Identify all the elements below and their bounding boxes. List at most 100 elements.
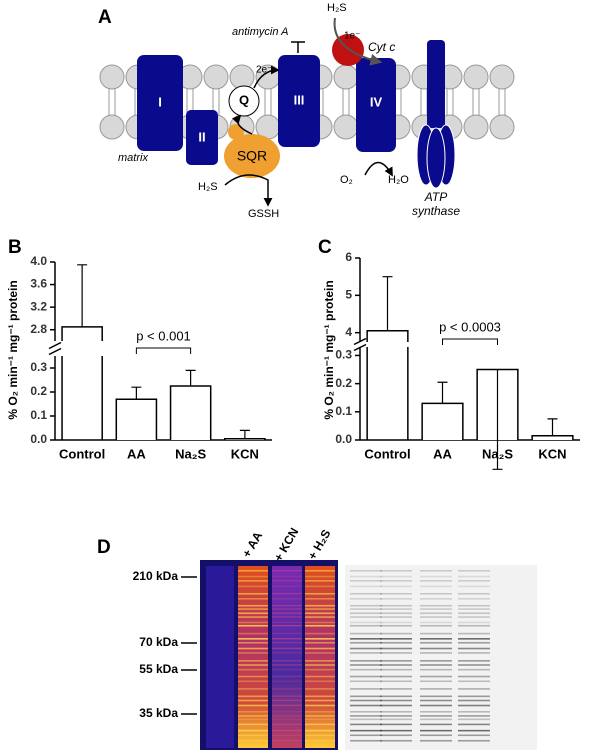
band <box>380 647 412 650</box>
band <box>238 598 268 600</box>
band <box>380 638 412 640</box>
band <box>458 612 490 615</box>
x-tick-label: KCN <box>538 446 566 461</box>
band <box>238 638 268 640</box>
band <box>238 616 268 618</box>
lipid-head <box>489 64 515 90</box>
band <box>238 660 268 662</box>
band <box>350 729 382 732</box>
band <box>238 592 268 595</box>
band <box>238 739 268 742</box>
lane <box>305 566 335 748</box>
band <box>350 585 382 588</box>
band <box>305 641 335 644</box>
band <box>420 729 452 732</box>
band <box>380 608 412 610</box>
axis-break <box>48 341 62 350</box>
panel-d: D + AA + KCN + H₂S 210 kDa 70 kDa 55 kDa 35 kD… <box>97 525 537 750</box>
annotation: p < 0.0003 <box>439 319 501 334</box>
band <box>272 570 302 572</box>
quinone <box>228 85 260 117</box>
quinone-label: Q <box>239 92 249 107</box>
marker-label: 210 kDa <box>133 569 179 583</box>
y-tick-label: 4 <box>345 325 352 339</box>
band <box>350 575 382 578</box>
band <box>305 621 335 624</box>
band <box>238 710 268 713</box>
electron-arrow <box>253 65 280 89</box>
band <box>305 616 335 618</box>
band <box>272 664 302 666</box>
band <box>458 570 490 572</box>
x-tick-label: AA <box>433 446 452 461</box>
band <box>350 660 382 662</box>
charts: B % O₂ min⁻¹ mg⁻¹ protein 0.0 0.1 0.2 0.3 2.8 3… <box>6 237 580 470</box>
lipid-head <box>203 64 229 90</box>
band <box>350 608 382 610</box>
bar <box>169 385 212 440</box>
band <box>350 734 382 737</box>
band <box>458 675 490 678</box>
band <box>380 575 412 578</box>
electron-label: 1e⁻ <box>344 31 360 42</box>
y-tick-label: 0.1 <box>30 408 47 422</box>
band <box>350 718 382 721</box>
error-bar <box>492 369 503 470</box>
bar <box>224 438 266 440</box>
band <box>420 570 452 572</box>
band <box>458 647 490 650</box>
band <box>305 664 335 666</box>
band <box>305 580 335 582</box>
band <box>380 612 412 615</box>
x-tick-label: KCN <box>231 446 259 461</box>
y-tick-label: 3.2 <box>30 299 47 313</box>
complex-label: II <box>198 129 205 144</box>
band <box>458 632 490 635</box>
band <box>458 598 490 600</box>
band <box>238 621 268 624</box>
band <box>238 680 268 683</box>
axis-break <box>353 337 367 346</box>
lipid-head <box>463 64 489 90</box>
band <box>420 739 452 742</box>
band <box>458 710 490 713</box>
band <box>380 664 412 666</box>
band <box>380 704 412 707</box>
lipid-head <box>333 64 359 90</box>
band <box>458 664 490 666</box>
band <box>238 668 268 671</box>
panel-label: A <box>98 7 112 28</box>
x-tick-label: Na₂S <box>175 446 206 461</box>
band <box>380 616 412 618</box>
band <box>305 608 335 610</box>
band <box>272 585 302 587</box>
band <box>272 723 302 726</box>
band <box>420 608 452 610</box>
band <box>420 695 452 698</box>
band <box>350 715 382 717</box>
axis-break <box>353 343 367 352</box>
y-tick-label: 0.3 <box>335 348 352 362</box>
band <box>272 734 302 736</box>
band <box>238 604 268 607</box>
complex-2 <box>186 110 218 165</box>
x-tick-label: Control <box>364 446 410 461</box>
band <box>350 723 382 726</box>
band <box>238 652 268 654</box>
band <box>272 624 302 627</box>
band <box>305 585 335 588</box>
lipid-head <box>463 114 489 140</box>
band <box>272 704 302 707</box>
lipid-head <box>489 114 515 140</box>
band <box>272 616 302 618</box>
sqr-label: SQR <box>237 148 267 164</box>
band <box>420 616 452 618</box>
band <box>350 695 382 698</box>
band <box>350 680 382 683</box>
bar <box>421 402 464 440</box>
band <box>305 734 335 737</box>
band <box>238 580 268 582</box>
band <box>305 638 335 640</box>
x-tick-label: AA <box>127 446 146 461</box>
band <box>305 570 335 572</box>
